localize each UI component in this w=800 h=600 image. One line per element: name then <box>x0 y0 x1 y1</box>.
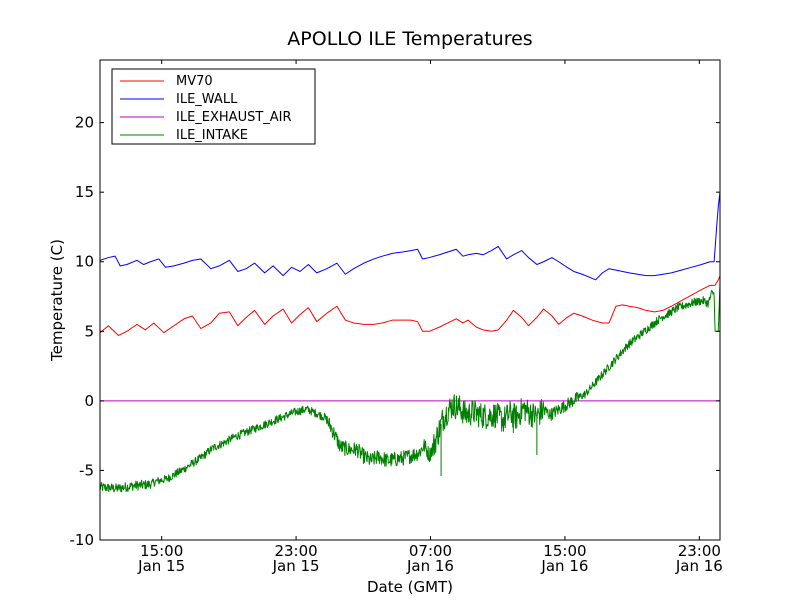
plot-area-frame <box>99 59 721 541</box>
x-tick-label-date: Jan 16 <box>406 557 454 575</box>
x-tick-label-time: 23:00 <box>274 542 317 560</box>
x-tick-label-time: 07:00 <box>409 542 452 560</box>
legend-label-ile-intake: ILE_INTAKE <box>176 128 248 143</box>
legend-label-ile-wall: ILE_WALL <box>176 92 238 107</box>
x-tick-label-time: 23:00 <box>678 542 721 560</box>
legend: MV70 ILE_WALL ILE_EXHAUST_AIR ILE_INTAKE <box>111 68 316 145</box>
x-axis-label: Date (GMT) <box>367 578 453 596</box>
legend-label-ile-exhaust-air: ILE_EXHAUST_AIR <box>176 110 292 125</box>
series-layer <box>99 192 721 493</box>
y-tick-label: 15 <box>75 183 94 201</box>
chart-title: APOLLO ILE Temperatures <box>287 28 532 50</box>
y-tick-label: -5 <box>79 461 94 479</box>
y-tick-label: 20 <box>75 114 94 132</box>
series-line-ile-wall <box>99 192 721 281</box>
legend-label-mv70: MV70 <box>176 74 213 89</box>
x-tick-label-time: 15:00 <box>543 542 586 560</box>
x-tick-label-time: 15:00 <box>140 542 183 560</box>
x-tick-label-date: Jan 15 <box>272 557 320 575</box>
y-tick-label: 5 <box>84 322 94 340</box>
y-tick-label: 10 <box>75 253 94 271</box>
x-tick-label-date: Jan 16 <box>540 557 588 575</box>
x-tick-label-date: Jan 16 <box>675 557 723 575</box>
y-axis-label: Temperature (C) <box>48 239 66 362</box>
y-tick-label: -10 <box>70 531 95 549</box>
y-tick-label: 0 <box>84 392 94 410</box>
series-line-ile-intake <box>99 282 721 493</box>
series-line-mv70 <box>99 275 721 336</box>
x-tick-label-date: Jan 15 <box>137 557 185 575</box>
